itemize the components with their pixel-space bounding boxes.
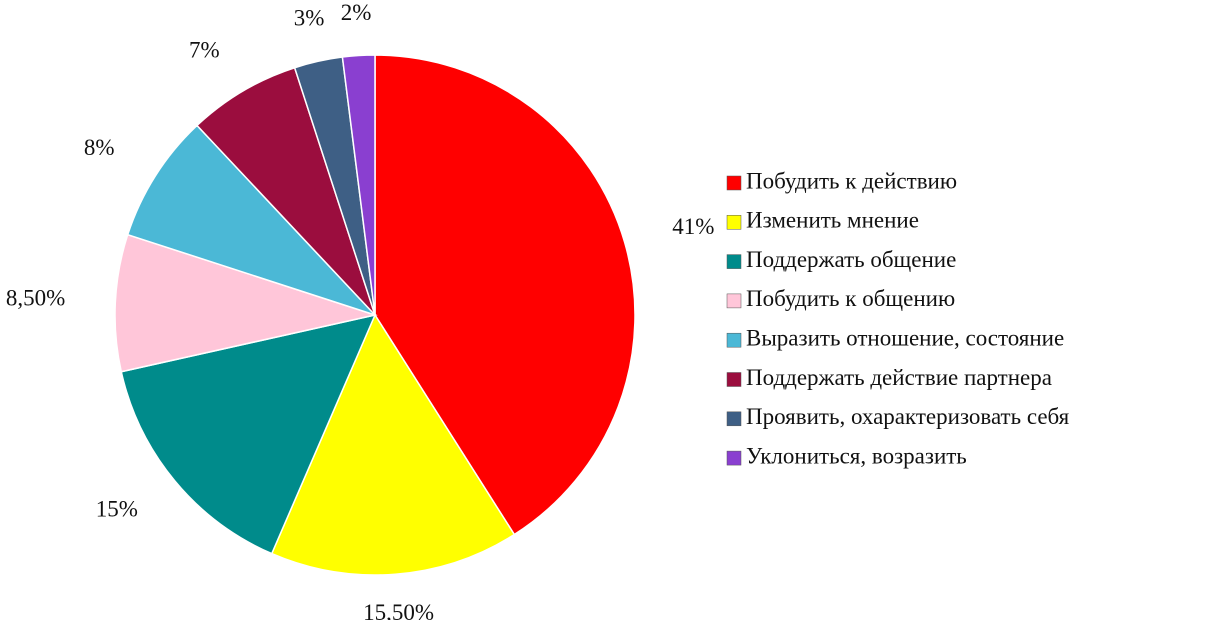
- legend-swatch: [726, 332, 742, 348]
- legend-label: Выразить отношение, состояние: [746, 325, 1064, 350]
- data-label: 3%: [294, 5, 325, 30]
- pie-slice: [341, 54, 376, 316]
- pie-slice: [374, 54, 636, 536]
- legend-swatch: [726, 450, 742, 466]
- legend-label: Поддержать действие партнера: [746, 365, 1052, 390]
- pie-slice: [270, 313, 516, 576]
- legend-label: Поддержать общение: [746, 247, 956, 272]
- pie-slice: [114, 233, 378, 373]
- data-label: 15,50%: [363, 600, 434, 620]
- legend-label: Побудить к общению: [746, 286, 955, 311]
- data-label: 41%: [672, 214, 714, 239]
- data-label: 15%: [96, 496, 138, 521]
- pie-slice: [195, 66, 376, 316]
- legend-swatch: [726, 411, 742, 427]
- legend-label: Уклониться, возразить: [746, 443, 967, 468]
- legend-swatch: [726, 215, 742, 230]
- legend-swatch: [726, 293, 742, 309]
- legend-swatch: [726, 175, 742, 191]
- legend-swatch: [726, 372, 742, 387]
- data-label: 8%: [84, 135, 115, 160]
- legend-label: Изменить мнение: [746, 208, 919, 233]
- pie-slice: [126, 124, 376, 316]
- data-label: 7%: [189, 38, 220, 63]
- pie-slice: [120, 313, 377, 555]
- legend-label: Проявить, охарактеризовать себя: [746, 404, 1070, 429]
- data-label: 8,50%: [6, 286, 65, 311]
- data-label: 2%: [341, 0, 372, 25]
- legend-label: Побудить к действию: [746, 168, 957, 193]
- legend-swatch: [726, 254, 742, 269]
